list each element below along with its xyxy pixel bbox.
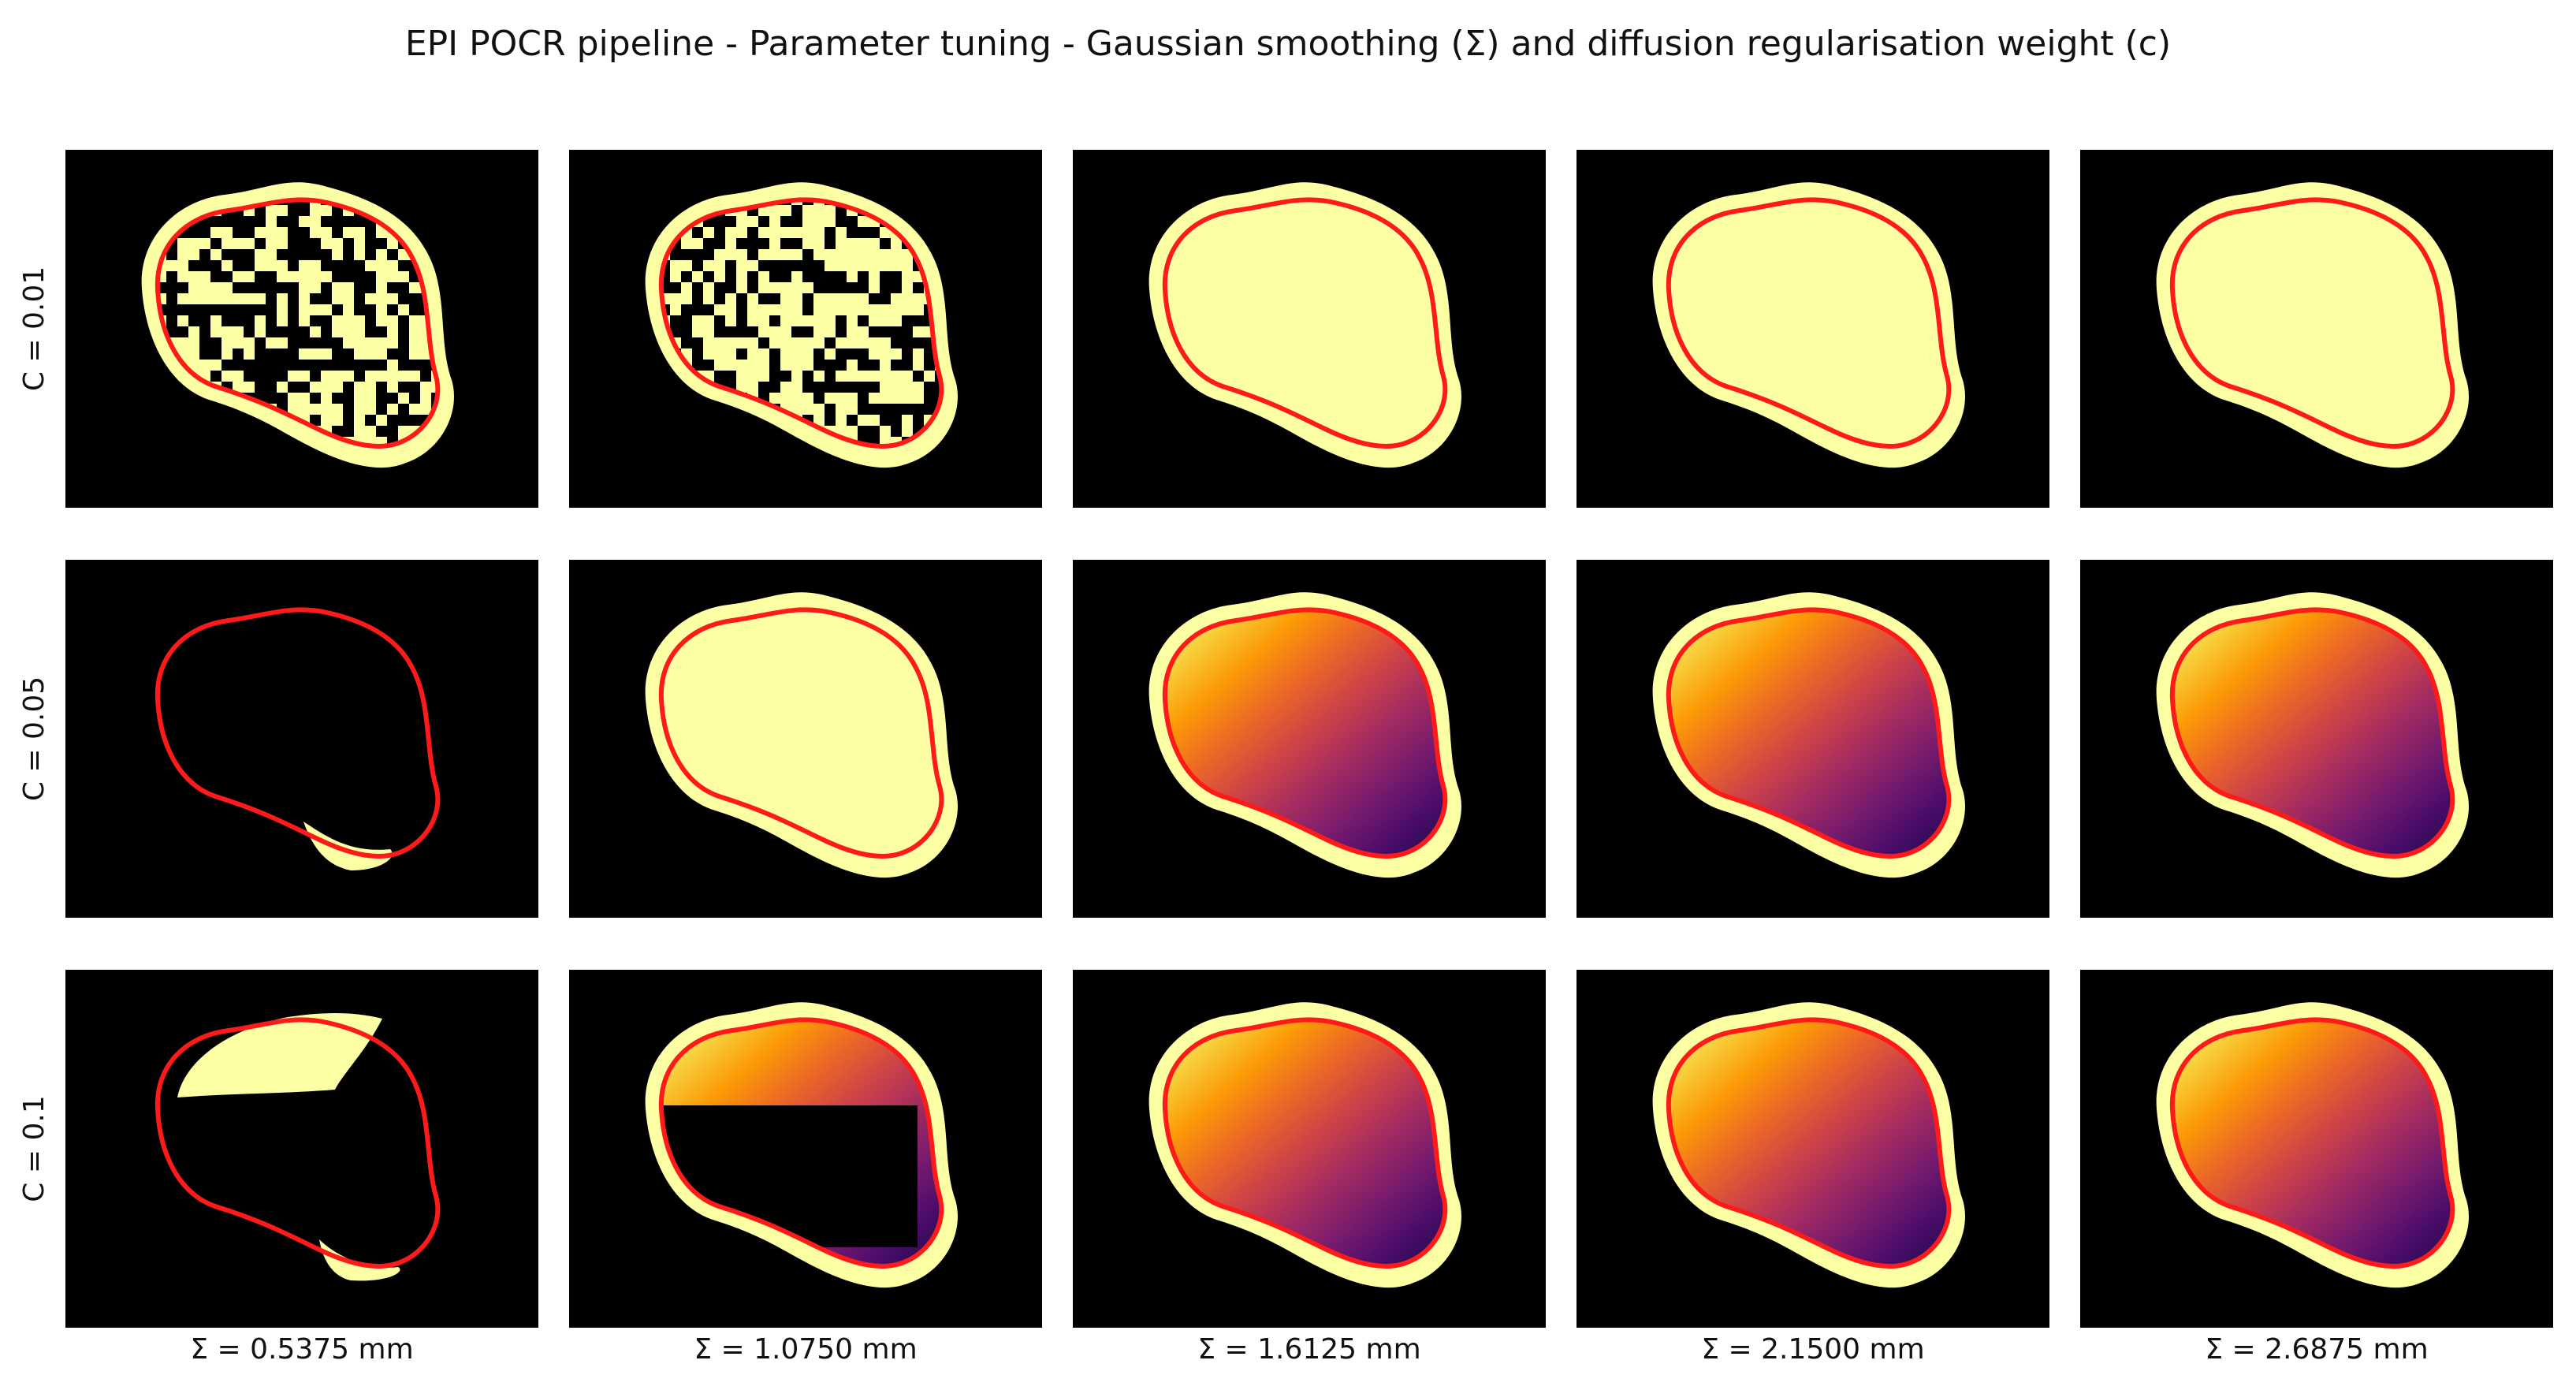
image-panel: [1576, 150, 2049, 508]
intensity-fill: [2172, 609, 2453, 856]
row-label: C = 0.01: [18, 266, 50, 392]
image-panel: [2080, 560, 2553, 918]
empty-region: [661, 1105, 918, 1247]
brain-fill: [1148, 182, 1461, 468]
partial-fill-low: [319, 1239, 400, 1281]
image-panel: [569, 150, 1042, 508]
image-panel: [1576, 560, 2049, 918]
contour-outline: [2169, 607, 2455, 859]
image-panel: [569, 560, 1042, 918]
intensity-fill: [1164, 1019, 1446, 1266]
contour-outline: [154, 197, 441, 449]
contour-outline: [2169, 1017, 2455, 1269]
image-panel: [65, 970, 538, 1328]
row-label: C = 0.1: [18, 1095, 50, 1202]
image-panel: [2080, 970, 2553, 1328]
fragment-fill: [303, 822, 393, 870]
column-label: Σ = 1.0750 mm: [694, 1333, 918, 1366]
contour-outline: [1666, 607, 1952, 859]
partial-fill: [177, 1013, 382, 1097]
contour-outline: [658, 197, 944, 449]
contour-outline: [658, 607, 944, 859]
brain-fill: [645, 592, 958, 878]
brain-fill: [1652, 182, 1965, 468]
intensity-fill: [1668, 609, 1949, 856]
column-label: Σ = 2.1500 mm: [1701, 1333, 1925, 1366]
image-panel: [1073, 560, 1546, 918]
image-panel: [1073, 150, 1546, 508]
row-label: C = 0.05: [18, 676, 50, 802]
figure-title: EPI POCR pipeline - Parameter tuning - G…: [404, 24, 2172, 64]
brain-fill: [645, 182, 958, 468]
column-label: Σ = 0.5375 mm: [190, 1333, 414, 1366]
contour-outline: [1162, 1017, 1448, 1269]
contour-outline: [658, 1017, 944, 1269]
column-label: Σ = 2.6875 mm: [2205, 1333, 2429, 1366]
intensity-fill: [1668, 1019, 1949, 1266]
contour-outline: [1666, 197, 1952, 449]
intensity-fill: [1164, 609, 1446, 856]
contour-outline: [154, 1017, 441, 1269]
intensity-fill: [2172, 1019, 2453, 1266]
image-panel: [569, 970, 1042, 1328]
image-panel: [65, 560, 538, 918]
contour-outline: [154, 607, 441, 859]
contour-outline: [1162, 197, 1448, 449]
image-panel: [1073, 970, 1546, 1328]
column-label: Σ = 1.6125 mm: [1197, 1333, 1421, 1366]
image-panel: [1576, 970, 2049, 1328]
contour-outline: [1666, 1017, 1952, 1269]
image-panel: [2080, 150, 2553, 508]
brain-fill: [2156, 182, 2469, 468]
contour-outline: [1162, 607, 1448, 859]
image-panel: [65, 150, 538, 508]
contour-outline: [2169, 197, 2455, 449]
